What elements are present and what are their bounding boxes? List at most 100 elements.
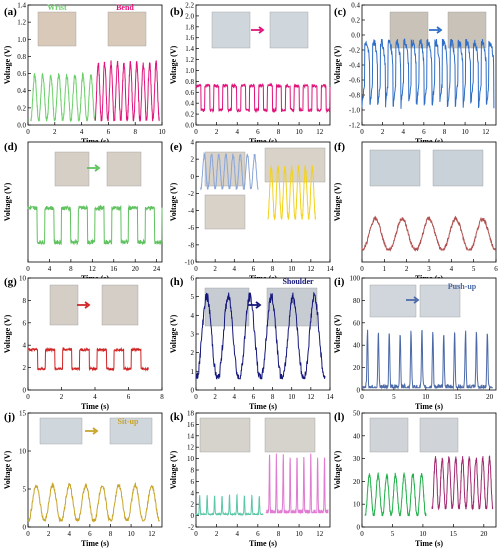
y-tick-label: 0 bbox=[191, 173, 195, 181]
x-tick-label: 6 bbox=[494, 265, 498, 273]
x-tick-label: 12 bbox=[307, 393, 315, 401]
x-tick-label: 8 bbox=[277, 530, 281, 538]
x-tick-label: 8 bbox=[443, 128, 447, 136]
y-tick-label: 12 bbox=[187, 444, 195, 452]
x-tick-label: 2 bbox=[215, 530, 219, 538]
x-tick-label: 2 bbox=[213, 393, 217, 401]
y-tick-label: -1.2 bbox=[349, 122, 361, 130]
x-tick-label: 14 bbox=[327, 393, 335, 401]
x-axis-label: Time (s) bbox=[81, 402, 109, 411]
arrow-icon bbox=[429, 26, 443, 34]
panel-label: (e) bbox=[170, 141, 183, 153]
x-axis-label: Time (s) bbox=[249, 539, 277, 548]
x-tick-label: 12 bbox=[307, 265, 315, 273]
x-tick-label: 2 bbox=[213, 265, 217, 273]
panel-label: (h) bbox=[170, 276, 184, 288]
chart-panel: 0 2 4 6 8 10 0.0 0.2 0.4 0.6 0.8 1.0 1.2 1.4 Time (s) V… bbox=[3, 2, 166, 147]
x-tick-label: 0 bbox=[360, 393, 364, 401]
inset-photo bbox=[264, 417, 316, 453]
arrow-icon bbox=[248, 301, 262, 309]
x-tick-label: 20 bbox=[132, 265, 140, 273]
y-tick-label: 1.4 bbox=[185, 45, 194, 53]
series-line bbox=[30, 71, 96, 123]
y-tick-label: 18 bbox=[187, 410, 195, 418]
annotation-label: Bend bbox=[116, 3, 134, 12]
arrow-icon bbox=[87, 164, 101, 172]
x-tick-label: 4 bbox=[93, 393, 97, 401]
x-tick-label: 10 bbox=[419, 530, 427, 538]
y-axis-label: Voltage (V) bbox=[169, 45, 178, 84]
panel-label: (b) bbox=[170, 6, 184, 18]
y-tick-label: 0.6 bbox=[17, 70, 26, 78]
y-tick-label: 16 bbox=[187, 421, 195, 429]
arrow-icon bbox=[85, 427, 99, 435]
x-tick-label: 0 bbox=[26, 530, 30, 538]
x-tick-label: 0 bbox=[360, 265, 364, 273]
annotation-label: Sit-up bbox=[118, 417, 139, 426]
x-tick-label: 6 bbox=[422, 128, 426, 136]
series-line bbox=[27, 346, 149, 372]
x-tick-label: 12 bbox=[148, 530, 156, 538]
x-tick-label: 3 bbox=[427, 265, 431, 273]
arrow-icon bbox=[77, 301, 91, 309]
x-tick-label: 12 bbox=[316, 128, 324, 136]
inset-photo bbox=[54, 151, 90, 187]
annotation-label: Push-up bbox=[448, 282, 477, 291]
x-axis-label: Time (s) bbox=[81, 137, 109, 146]
x-tick-label: 6 bbox=[88, 530, 92, 538]
y-axis-label: Voltage (V) bbox=[169, 182, 178, 221]
x-tick-label: 10 bbox=[159, 128, 167, 136]
series-line bbox=[200, 151, 259, 191]
x-tick-label: 8 bbox=[271, 265, 275, 273]
x-tick-label: 20 bbox=[480, 530, 488, 538]
x-tick-label: 16 bbox=[110, 265, 118, 273]
x-tick-label: 15 bbox=[450, 530, 458, 538]
x-tick-label: 1 bbox=[383, 265, 387, 273]
inset-photo bbox=[101, 284, 139, 326]
y-tick-label: -0.8 bbox=[349, 92, 361, 100]
y-tick-label: 5 bbox=[191, 293, 195, 301]
inset-photo bbox=[264, 147, 326, 183]
y-tick-label: -6 bbox=[188, 224, 194, 232]
inset-photo bbox=[369, 149, 421, 187]
y-tick-label: 5 bbox=[23, 486, 27, 494]
x-tick-label: 8 bbox=[109, 530, 113, 538]
x-tick-label: 0 bbox=[194, 393, 198, 401]
inset-photo bbox=[211, 11, 251, 49]
y-tick-label: 2 bbox=[191, 349, 195, 357]
series-line bbox=[94, 60, 160, 122]
chart-panel: 0 5 10 15 20 0 20 40 60 80 100 Time (s) Voltage (V) (… bbox=[333, 275, 497, 411]
x-tick-label: 15 bbox=[454, 393, 462, 401]
x-tick-label: 4 bbox=[67, 530, 71, 538]
x-tick-label: 2 bbox=[47, 530, 51, 538]
panel-label: (i) bbox=[334, 276, 345, 288]
panel-label: (f) bbox=[334, 141, 345, 153]
y-tick-label: -0.2 bbox=[349, 47, 361, 55]
y-tick-label: 40 bbox=[353, 432, 361, 440]
inset-photo bbox=[419, 417, 459, 453]
panel-label: (j) bbox=[4, 411, 15, 423]
y-tick-label: 0 bbox=[23, 524, 27, 532]
y-tick-label: 0 bbox=[23, 387, 27, 395]
x-tick-label: 5 bbox=[472, 265, 476, 273]
y-tick-label: 14 bbox=[187, 432, 195, 440]
y-tick-label: 0.8 bbox=[185, 78, 194, 86]
y-tick-label: 2 bbox=[191, 156, 195, 164]
y-axis-label: Voltage (V) bbox=[3, 45, 12, 84]
panel-label: (k) bbox=[170, 411, 184, 423]
y-tick-label: 0.2 bbox=[351, 17, 360, 25]
x-tick-label: 8 bbox=[277, 128, 281, 136]
y-tick-label: 6 bbox=[23, 319, 27, 327]
x-tick-label: 5 bbox=[392, 393, 396, 401]
y-tick-label: 0 bbox=[357, 387, 361, 395]
y-tick-label: 1.6 bbox=[185, 34, 194, 42]
inset-photo bbox=[204, 194, 246, 230]
y-axis-label: Voltage (V) bbox=[3, 182, 12, 221]
series-line bbox=[361, 38, 495, 109]
x-tick-label: 0 bbox=[360, 530, 364, 538]
chart-panel: 0 2 4 6 8 10 12 -1.2 -1.0 -0.8 -0.6 -0.4 -0.2 0.0 0.2 0… bbox=[333, 2, 497, 146]
y-tick-label: 20 bbox=[353, 478, 361, 486]
y-tick-label: -1.0 bbox=[349, 107, 361, 115]
x-axis-label: Time (s) bbox=[415, 137, 443, 146]
